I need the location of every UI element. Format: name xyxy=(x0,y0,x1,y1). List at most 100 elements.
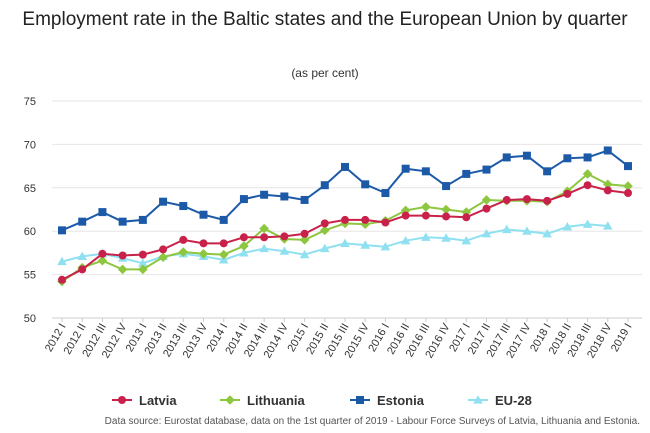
data-point-estonia xyxy=(159,197,168,206)
data-point-latvia xyxy=(624,189,632,198)
data-point-lithuania xyxy=(239,241,249,251)
data-point-lithuania xyxy=(400,205,411,216)
data-point-lithuania xyxy=(421,202,431,212)
data-point-estonia xyxy=(138,215,147,224)
y-tick-label: 70 xyxy=(24,139,36,151)
data-point-latvia xyxy=(583,181,592,190)
data-point-eu-28 xyxy=(602,221,613,230)
data-point-estonia xyxy=(603,146,612,155)
data-point-latvia xyxy=(522,195,531,204)
data-point-lithuania xyxy=(138,264,148,275)
data-point-lithuania xyxy=(623,181,633,191)
data-point-lithuania xyxy=(360,219,371,230)
data-point-estonia xyxy=(563,154,572,163)
data-point-estonia xyxy=(583,153,592,162)
data-point-eu-28 xyxy=(340,238,350,247)
data-point-eu-28 xyxy=(57,256,67,266)
data-point-estonia xyxy=(381,189,390,198)
series-line-eu-28 xyxy=(61,223,608,265)
data-point-lithuania xyxy=(198,248,209,259)
x-tick-label: 2019 I xyxy=(609,322,635,354)
legend-label-lithuania: Lithuania xyxy=(247,393,306,408)
y-tick-label: 50 xyxy=(24,313,36,325)
data-point-latvia xyxy=(300,229,309,238)
data-point-eu-28 xyxy=(441,233,451,242)
data-point-eu-28 xyxy=(421,232,431,241)
data-point-estonia xyxy=(219,215,228,224)
data-point-estonia xyxy=(522,151,531,160)
data-point-lithuania xyxy=(218,249,229,260)
data-source-note: Data source: Eurostat database, data on … xyxy=(104,416,640,427)
data-point-estonia xyxy=(199,210,208,219)
y-tick-label: 60 xyxy=(24,226,36,238)
data-point-latvia xyxy=(341,215,349,224)
data-point-estonia xyxy=(239,195,248,204)
chart-title: Employment rate in the Baltic states and… xyxy=(22,9,628,30)
data-point-latvia xyxy=(280,232,289,241)
y-tick-label: 65 xyxy=(24,183,36,195)
data-point-eu-28 xyxy=(522,226,532,235)
legend-marker-eu-28 xyxy=(473,395,483,404)
data-point-estonia xyxy=(78,217,87,226)
data-point-eu-28 xyxy=(582,219,593,228)
data-point-eu-28 xyxy=(542,229,552,238)
data-point-latvia xyxy=(179,235,188,244)
data-point-latvia xyxy=(603,186,612,195)
y-tick-label: 75 xyxy=(24,96,36,108)
data-point-latvia xyxy=(199,239,208,248)
data-point-eu-28 xyxy=(360,240,371,249)
chart-subtitle: (as per cent) xyxy=(291,66,359,80)
legend-marker-lithuania xyxy=(225,395,235,405)
data-point-lithuania xyxy=(299,235,310,245)
data-point-latvia xyxy=(260,233,269,242)
y-tick-label: 55 xyxy=(24,270,36,282)
data-point-latvia xyxy=(401,211,410,220)
data-point-latvia xyxy=(543,196,552,205)
data-point-eu-28 xyxy=(299,249,310,259)
data-point-eu-28 xyxy=(562,222,573,231)
data-point-estonia xyxy=(341,162,349,171)
data-point-eu-28 xyxy=(239,248,249,257)
data-point-latvia xyxy=(482,204,491,213)
legend-marker-latvia xyxy=(118,396,126,404)
legend-label-estonia: Estonia xyxy=(377,393,425,408)
data-point-estonia xyxy=(118,217,127,226)
data-point-latvia xyxy=(563,189,572,198)
data-point-lithuania xyxy=(582,169,593,179)
data-point-latvia xyxy=(381,218,390,227)
data-point-latvia xyxy=(361,215,370,224)
data-point-latvia xyxy=(239,233,248,242)
data-point-latvia xyxy=(118,251,127,260)
data-point-estonia xyxy=(482,165,491,174)
data-point-estonia xyxy=(280,192,289,201)
data-point-latvia xyxy=(421,211,430,220)
data-point-lithuania xyxy=(319,225,330,236)
data-point-latvia xyxy=(462,213,471,222)
data-point-lithuania xyxy=(602,179,613,190)
data-point-estonia xyxy=(58,226,66,235)
data-point-latvia xyxy=(442,212,451,221)
data-point-eu-28 xyxy=(481,229,492,238)
data-point-eu-28 xyxy=(461,235,472,245)
data-point-estonia xyxy=(300,195,309,204)
data-point-lithuania xyxy=(441,204,451,215)
data-point-latvia xyxy=(138,250,147,259)
data-point-latvia xyxy=(98,249,107,258)
data-point-estonia xyxy=(260,190,269,199)
data-point-lithuania xyxy=(97,255,108,266)
data-point-latvia xyxy=(78,265,87,274)
data-point-lithuania xyxy=(178,247,189,257)
data-point-estonia xyxy=(401,164,410,173)
data-point-lithuania xyxy=(259,223,269,234)
data-point-eu-28 xyxy=(259,243,269,253)
data-point-estonia xyxy=(179,202,188,211)
legend-marker-estonia xyxy=(356,396,364,404)
data-point-estonia xyxy=(98,208,107,217)
data-point-estonia xyxy=(624,162,632,171)
data-point-eu-28 xyxy=(77,251,88,260)
data-point-eu-28 xyxy=(138,258,148,267)
data-point-latvia xyxy=(502,195,511,204)
data-point-estonia xyxy=(543,167,552,176)
data-point-estonia xyxy=(421,167,430,176)
